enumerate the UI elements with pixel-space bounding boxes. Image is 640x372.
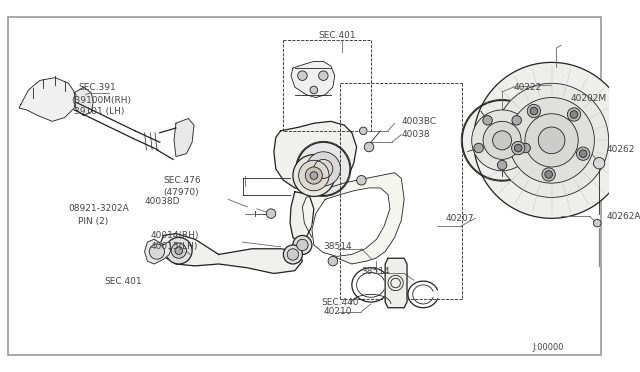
Polygon shape bbox=[174, 118, 194, 157]
Circle shape bbox=[483, 121, 521, 159]
Circle shape bbox=[545, 171, 552, 178]
Circle shape bbox=[310, 86, 317, 94]
Circle shape bbox=[287, 249, 299, 260]
Text: 39101 (LH): 39101 (LH) bbox=[74, 107, 125, 116]
Circle shape bbox=[593, 157, 605, 169]
Circle shape bbox=[149, 244, 164, 259]
Polygon shape bbox=[274, 121, 356, 195]
Circle shape bbox=[570, 111, 578, 118]
Text: 40038D: 40038D bbox=[145, 197, 180, 206]
Circle shape bbox=[567, 108, 580, 121]
Circle shape bbox=[483, 116, 492, 125]
Circle shape bbox=[542, 168, 556, 181]
Circle shape bbox=[297, 239, 308, 251]
Text: PIN (2): PIN (2) bbox=[78, 217, 108, 226]
Circle shape bbox=[495, 83, 609, 198]
Text: 40202M: 40202M bbox=[571, 94, 607, 103]
Polygon shape bbox=[145, 239, 171, 264]
Text: 40262A: 40262A bbox=[607, 212, 640, 221]
Circle shape bbox=[328, 256, 338, 266]
Circle shape bbox=[319, 71, 328, 80]
Text: 40210: 40210 bbox=[323, 307, 352, 316]
Circle shape bbox=[530, 107, 538, 115]
Text: (47970): (47970) bbox=[164, 188, 199, 197]
Circle shape bbox=[305, 167, 323, 184]
Circle shape bbox=[525, 114, 578, 167]
Circle shape bbox=[577, 147, 590, 160]
Circle shape bbox=[293, 235, 312, 254]
Circle shape bbox=[511, 141, 525, 155]
Circle shape bbox=[356, 176, 366, 185]
Text: (39100M(RH): (39100M(RH) bbox=[71, 96, 131, 105]
Circle shape bbox=[593, 219, 601, 227]
Text: 40222: 40222 bbox=[513, 83, 542, 92]
Circle shape bbox=[175, 247, 182, 254]
Circle shape bbox=[360, 127, 367, 135]
Circle shape bbox=[474, 143, 483, 153]
Text: SEC.401: SEC.401 bbox=[104, 277, 142, 286]
Circle shape bbox=[166, 237, 192, 264]
Circle shape bbox=[299, 160, 329, 191]
Circle shape bbox=[515, 144, 522, 152]
Text: SEC.476: SEC.476 bbox=[164, 176, 201, 185]
Circle shape bbox=[364, 142, 374, 152]
Circle shape bbox=[497, 160, 507, 170]
Circle shape bbox=[306, 152, 340, 186]
Text: SEC.440: SEC.440 bbox=[321, 298, 359, 307]
Circle shape bbox=[462, 100, 542, 180]
Circle shape bbox=[538, 127, 565, 154]
Circle shape bbox=[509, 97, 595, 183]
Polygon shape bbox=[291, 61, 335, 97]
Text: 40015(LH): 40015(LH) bbox=[150, 243, 198, 251]
Polygon shape bbox=[303, 173, 404, 264]
Text: 38514: 38514 bbox=[323, 243, 352, 251]
Circle shape bbox=[493, 131, 511, 150]
Text: 38514: 38514 bbox=[362, 267, 390, 276]
Circle shape bbox=[293, 155, 335, 196]
Text: 4003BC: 4003BC bbox=[401, 117, 436, 126]
Circle shape bbox=[284, 245, 303, 264]
Circle shape bbox=[472, 110, 532, 171]
Circle shape bbox=[298, 71, 307, 80]
Polygon shape bbox=[385, 258, 407, 308]
Circle shape bbox=[171, 243, 186, 258]
Circle shape bbox=[266, 209, 276, 218]
Text: 40207: 40207 bbox=[445, 214, 474, 223]
Text: 40014(RH): 40014(RH) bbox=[150, 231, 199, 240]
Polygon shape bbox=[19, 78, 76, 121]
Text: 08921-3202A: 08921-3202A bbox=[68, 204, 129, 213]
Text: SEC.391: SEC.391 bbox=[78, 83, 116, 92]
Polygon shape bbox=[74, 87, 93, 116]
Polygon shape bbox=[290, 192, 314, 245]
Text: SEC.401: SEC.401 bbox=[319, 31, 356, 40]
Circle shape bbox=[579, 150, 587, 157]
Polygon shape bbox=[160, 234, 303, 273]
Circle shape bbox=[521, 143, 531, 153]
Polygon shape bbox=[474, 62, 630, 218]
Polygon shape bbox=[312, 188, 390, 256]
Circle shape bbox=[527, 105, 541, 118]
Circle shape bbox=[310, 172, 317, 179]
Text: J:00000: J:00000 bbox=[532, 343, 564, 352]
Circle shape bbox=[512, 116, 522, 125]
Text: 40262: 40262 bbox=[607, 145, 635, 154]
Circle shape bbox=[297, 142, 350, 196]
Text: 40038: 40038 bbox=[401, 130, 430, 139]
